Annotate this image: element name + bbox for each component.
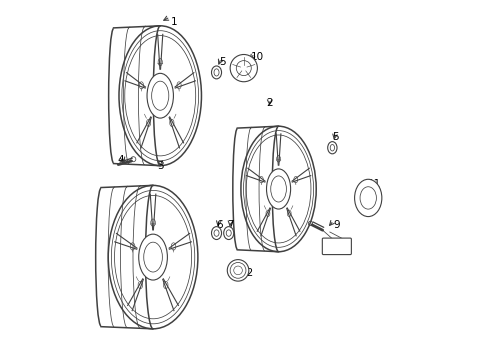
Text: 6: 6 xyxy=(216,220,222,230)
Text: 4: 4 xyxy=(117,155,124,165)
Text: 11: 11 xyxy=(367,179,380,189)
Ellipse shape xyxy=(223,226,233,239)
Text: 7: 7 xyxy=(227,220,234,230)
FancyBboxPatch shape xyxy=(322,238,351,255)
Text: 9: 9 xyxy=(333,220,339,230)
Ellipse shape xyxy=(211,226,221,239)
Circle shape xyxy=(227,260,248,281)
Text: 10: 10 xyxy=(250,52,264,62)
Text: 3: 3 xyxy=(157,161,163,171)
Text: 2: 2 xyxy=(266,98,272,108)
Ellipse shape xyxy=(211,66,221,79)
Text: 1: 1 xyxy=(171,17,178,27)
Ellipse shape xyxy=(139,234,167,280)
Text: 5: 5 xyxy=(219,57,226,67)
Text: 5: 5 xyxy=(332,132,339,142)
Ellipse shape xyxy=(147,73,173,118)
Text: 8: 8 xyxy=(344,247,350,257)
Text: 12: 12 xyxy=(240,268,253,278)
Ellipse shape xyxy=(354,179,381,217)
Ellipse shape xyxy=(266,169,290,209)
Circle shape xyxy=(230,54,257,82)
Ellipse shape xyxy=(327,141,336,154)
